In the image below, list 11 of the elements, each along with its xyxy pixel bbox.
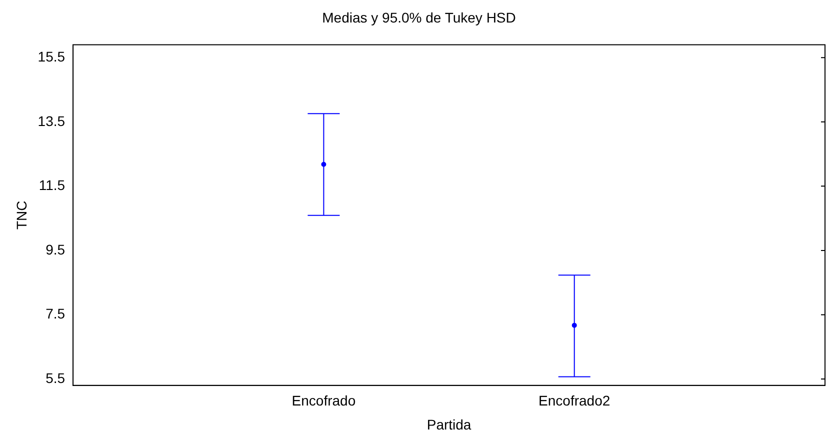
- x-tick-label: Encofrado: [292, 392, 356, 409]
- y-axis-title: TNC: [13, 200, 30, 230]
- x-tick-label: Encofrado2: [538, 392, 610, 409]
- y-tick-label: 5.5: [46, 370, 66, 386]
- y-tick-label: 7.5: [46, 306, 66, 322]
- y-tick-label: 9.5: [46, 241, 66, 258]
- x-axis-title: Partida: [426, 416, 472, 432]
- y-tick-label: 11.5: [38, 177, 66, 194]
- y-tick-label: 13.5: [38, 112, 66, 129]
- chart-title: Medias y 95.0% de Tukey HSD: [322, 9, 516, 26]
- y-tick-label: 15.5: [38, 48, 66, 65]
